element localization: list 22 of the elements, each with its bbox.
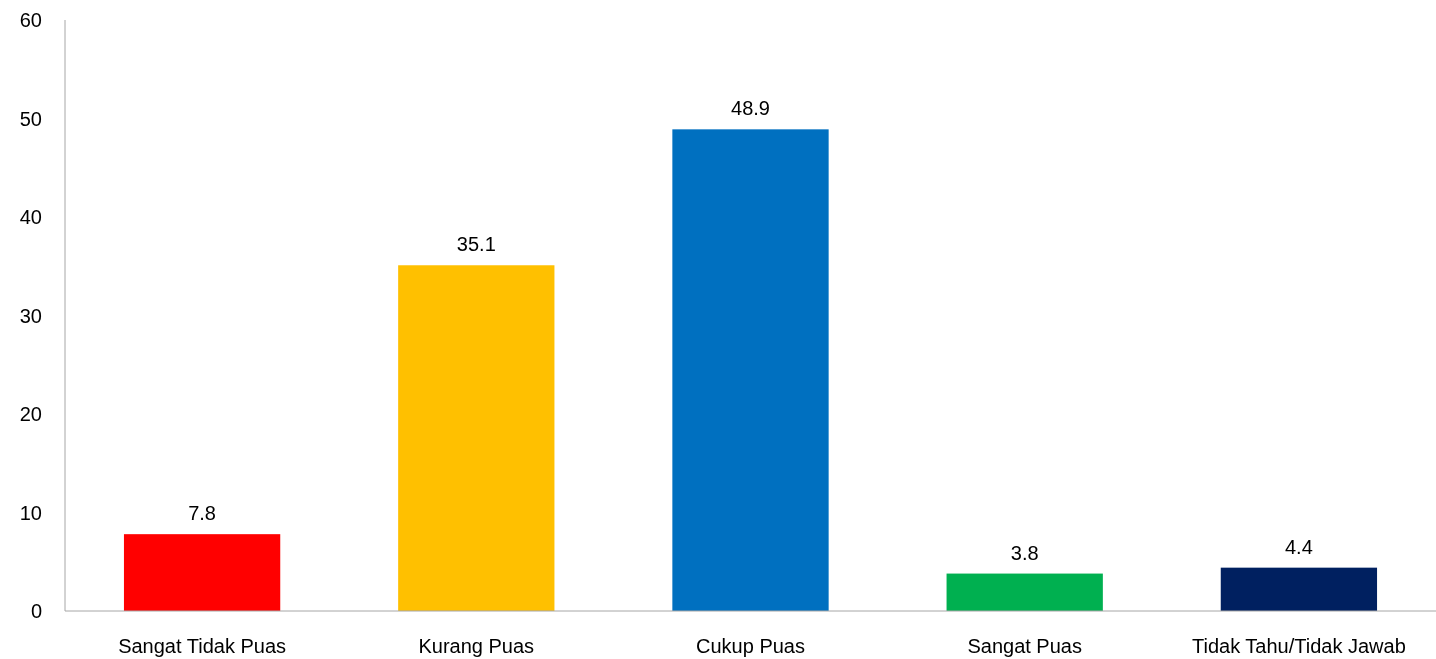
y-tick-label: 10 — [19, 501, 42, 524]
data-label: 7.8 — [188, 502, 217, 525]
data-label: 3.8 — [1010, 541, 1039, 564]
x-tick-label: Sangat Tidak Puas — [118, 635, 287, 657]
x-tick-label: Kurang Puas — [418, 635, 535, 657]
x-tick-label: Tidak Tahu/Tidak Jawab — [1191, 635, 1406, 657]
y-tick-label: 40 — [19, 206, 42, 228]
x-tick-label: Cukup Puas — [696, 635, 805, 657]
y-tick-label: 50 — [19, 107, 42, 130]
bar — [672, 129, 829, 611]
data-label: 35.1 — [456, 233, 496, 256]
x-tick-label: Sangat Puas — [967, 635, 1082, 657]
y-tick-label: 0 — [30, 600, 42, 622]
bar — [946, 573, 1103, 611]
bar — [123, 534, 281, 611]
data-label: 48.9 — [731, 97, 770, 120]
bar — [398, 265, 555, 611]
y-tick-label: 30 — [19, 304, 42, 327]
bar — [1220, 567, 1378, 611]
y-tick-label: 60 — [19, 9, 42, 31]
data-label: 4.4 — [1284, 535, 1313, 558]
y-tick-label: 20 — [19, 403, 42, 425]
